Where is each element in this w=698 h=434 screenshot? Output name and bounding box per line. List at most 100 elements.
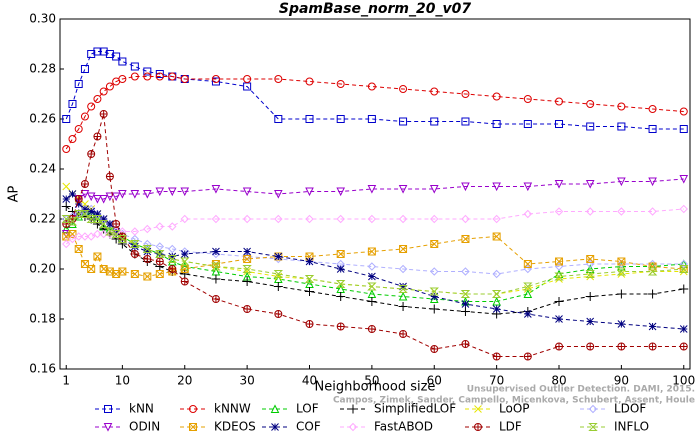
x-tick-label: 20 [177, 374, 192, 388]
data-point [399, 245, 408, 253]
data-point [679, 342, 688, 351]
data-point [336, 214, 345, 224]
data-point [130, 62, 139, 71]
data-point [679, 107, 688, 116]
data-point [679, 284, 689, 294]
data-point [398, 285, 408, 293]
data-point [168, 72, 177, 81]
data-point [492, 92, 501, 101]
data-point [130, 234, 140, 244]
data-point [274, 75, 283, 83]
data-point [130, 72, 139, 81]
data-point [585, 292, 595, 301]
data-point [648, 105, 657, 113]
data-point [586, 100, 595, 108]
data-point [74, 80, 83, 88]
plot-frame [59, 18, 691, 370]
legend-marker [189, 405, 198, 413]
data-point [367, 82, 376, 91]
data-point [106, 220, 114, 228]
data-point [555, 275, 563, 283]
data-point [586, 317, 595, 326]
data-point [87, 50, 96, 58]
data-point [492, 120, 501, 128]
series-line [65, 178, 684, 235]
y-tick-label: 0.20 [29, 262, 56, 276]
data-point [586, 342, 595, 351]
data-point [211, 185, 221, 194]
data-point [368, 272, 376, 281]
legend-label: ODIN [129, 420, 160, 434]
data-point [648, 125, 657, 133]
legend-marker [104, 405, 112, 413]
data-point [87, 265, 96, 273]
data-point [367, 214, 377, 224]
x-axis-label: Neighborhood size [315, 380, 436, 395]
data-point [93, 252, 102, 261]
data-point [112, 227, 120, 236]
data-point [143, 247, 152, 256]
data-point [523, 282, 533, 291]
y-tick-label: 0.16 [29, 362, 56, 376]
data-point [274, 214, 283, 224]
y-axis-label: AP [7, 185, 22, 202]
data-point [93, 95, 102, 103]
data-point [399, 85, 408, 93]
data-point [105, 82, 114, 91]
legend-label: LOF [296, 402, 319, 416]
data-point [155, 222, 165, 231]
x-tick-label: 90 [614, 374, 629, 388]
data-point [68, 234, 77, 244]
data-point [168, 222, 177, 231]
data-point [679, 265, 689, 273]
data-point [648, 322, 657, 331]
data-point [523, 289, 533, 298]
data-point [648, 177, 657, 187]
legend-marker [270, 404, 280, 413]
legend-marker [189, 423, 197, 431]
data-point [74, 232, 83, 241]
x-tick-label: 10 [115, 374, 130, 388]
data-point [211, 77, 220, 86]
data-point [336, 80, 345, 88]
data-point [143, 239, 152, 249]
data-point [492, 305, 501, 313]
data-point [367, 282, 377, 291]
data-point [155, 270, 164, 278]
data-point [523, 209, 533, 219]
data-point [105, 50, 114, 58]
series-line [65, 210, 684, 302]
data-point [461, 300, 470, 308]
data-point [398, 185, 408, 194]
x-tick-label: 1 [62, 374, 70, 388]
data-point [86, 192, 96, 202]
data-point [87, 207, 96, 216]
legend-label: INFLO [614, 420, 649, 434]
data-point [143, 72, 152, 81]
data-point [367, 115, 376, 123]
data-point [492, 214, 501, 224]
data-point [586, 255, 595, 263]
data-point [74, 195, 83, 203]
data-point [243, 247, 251, 256]
legend-label: KDEOS [214, 420, 256, 434]
data-point [367, 247, 376, 256]
data-point [617, 257, 626, 266]
data-point [554, 180, 564, 189]
data-point [180, 269, 190, 279]
data-point [80, 180, 89, 188]
y-tick-label: 0.18 [29, 312, 56, 326]
data-point [461, 235, 470, 243]
data-point [399, 117, 408, 126]
data-point [180, 214, 189, 224]
data-point [491, 290, 502, 298]
data-point [130, 227, 140, 236]
data-point [143, 224, 152, 234]
data-point [430, 292, 439, 301]
data-point [430, 117, 439, 126]
data-point [99, 224, 109, 234]
legend-label: kNNW [214, 402, 251, 416]
data-point [243, 75, 252, 83]
data-point [555, 257, 564, 266]
data-point [243, 255, 252, 263]
